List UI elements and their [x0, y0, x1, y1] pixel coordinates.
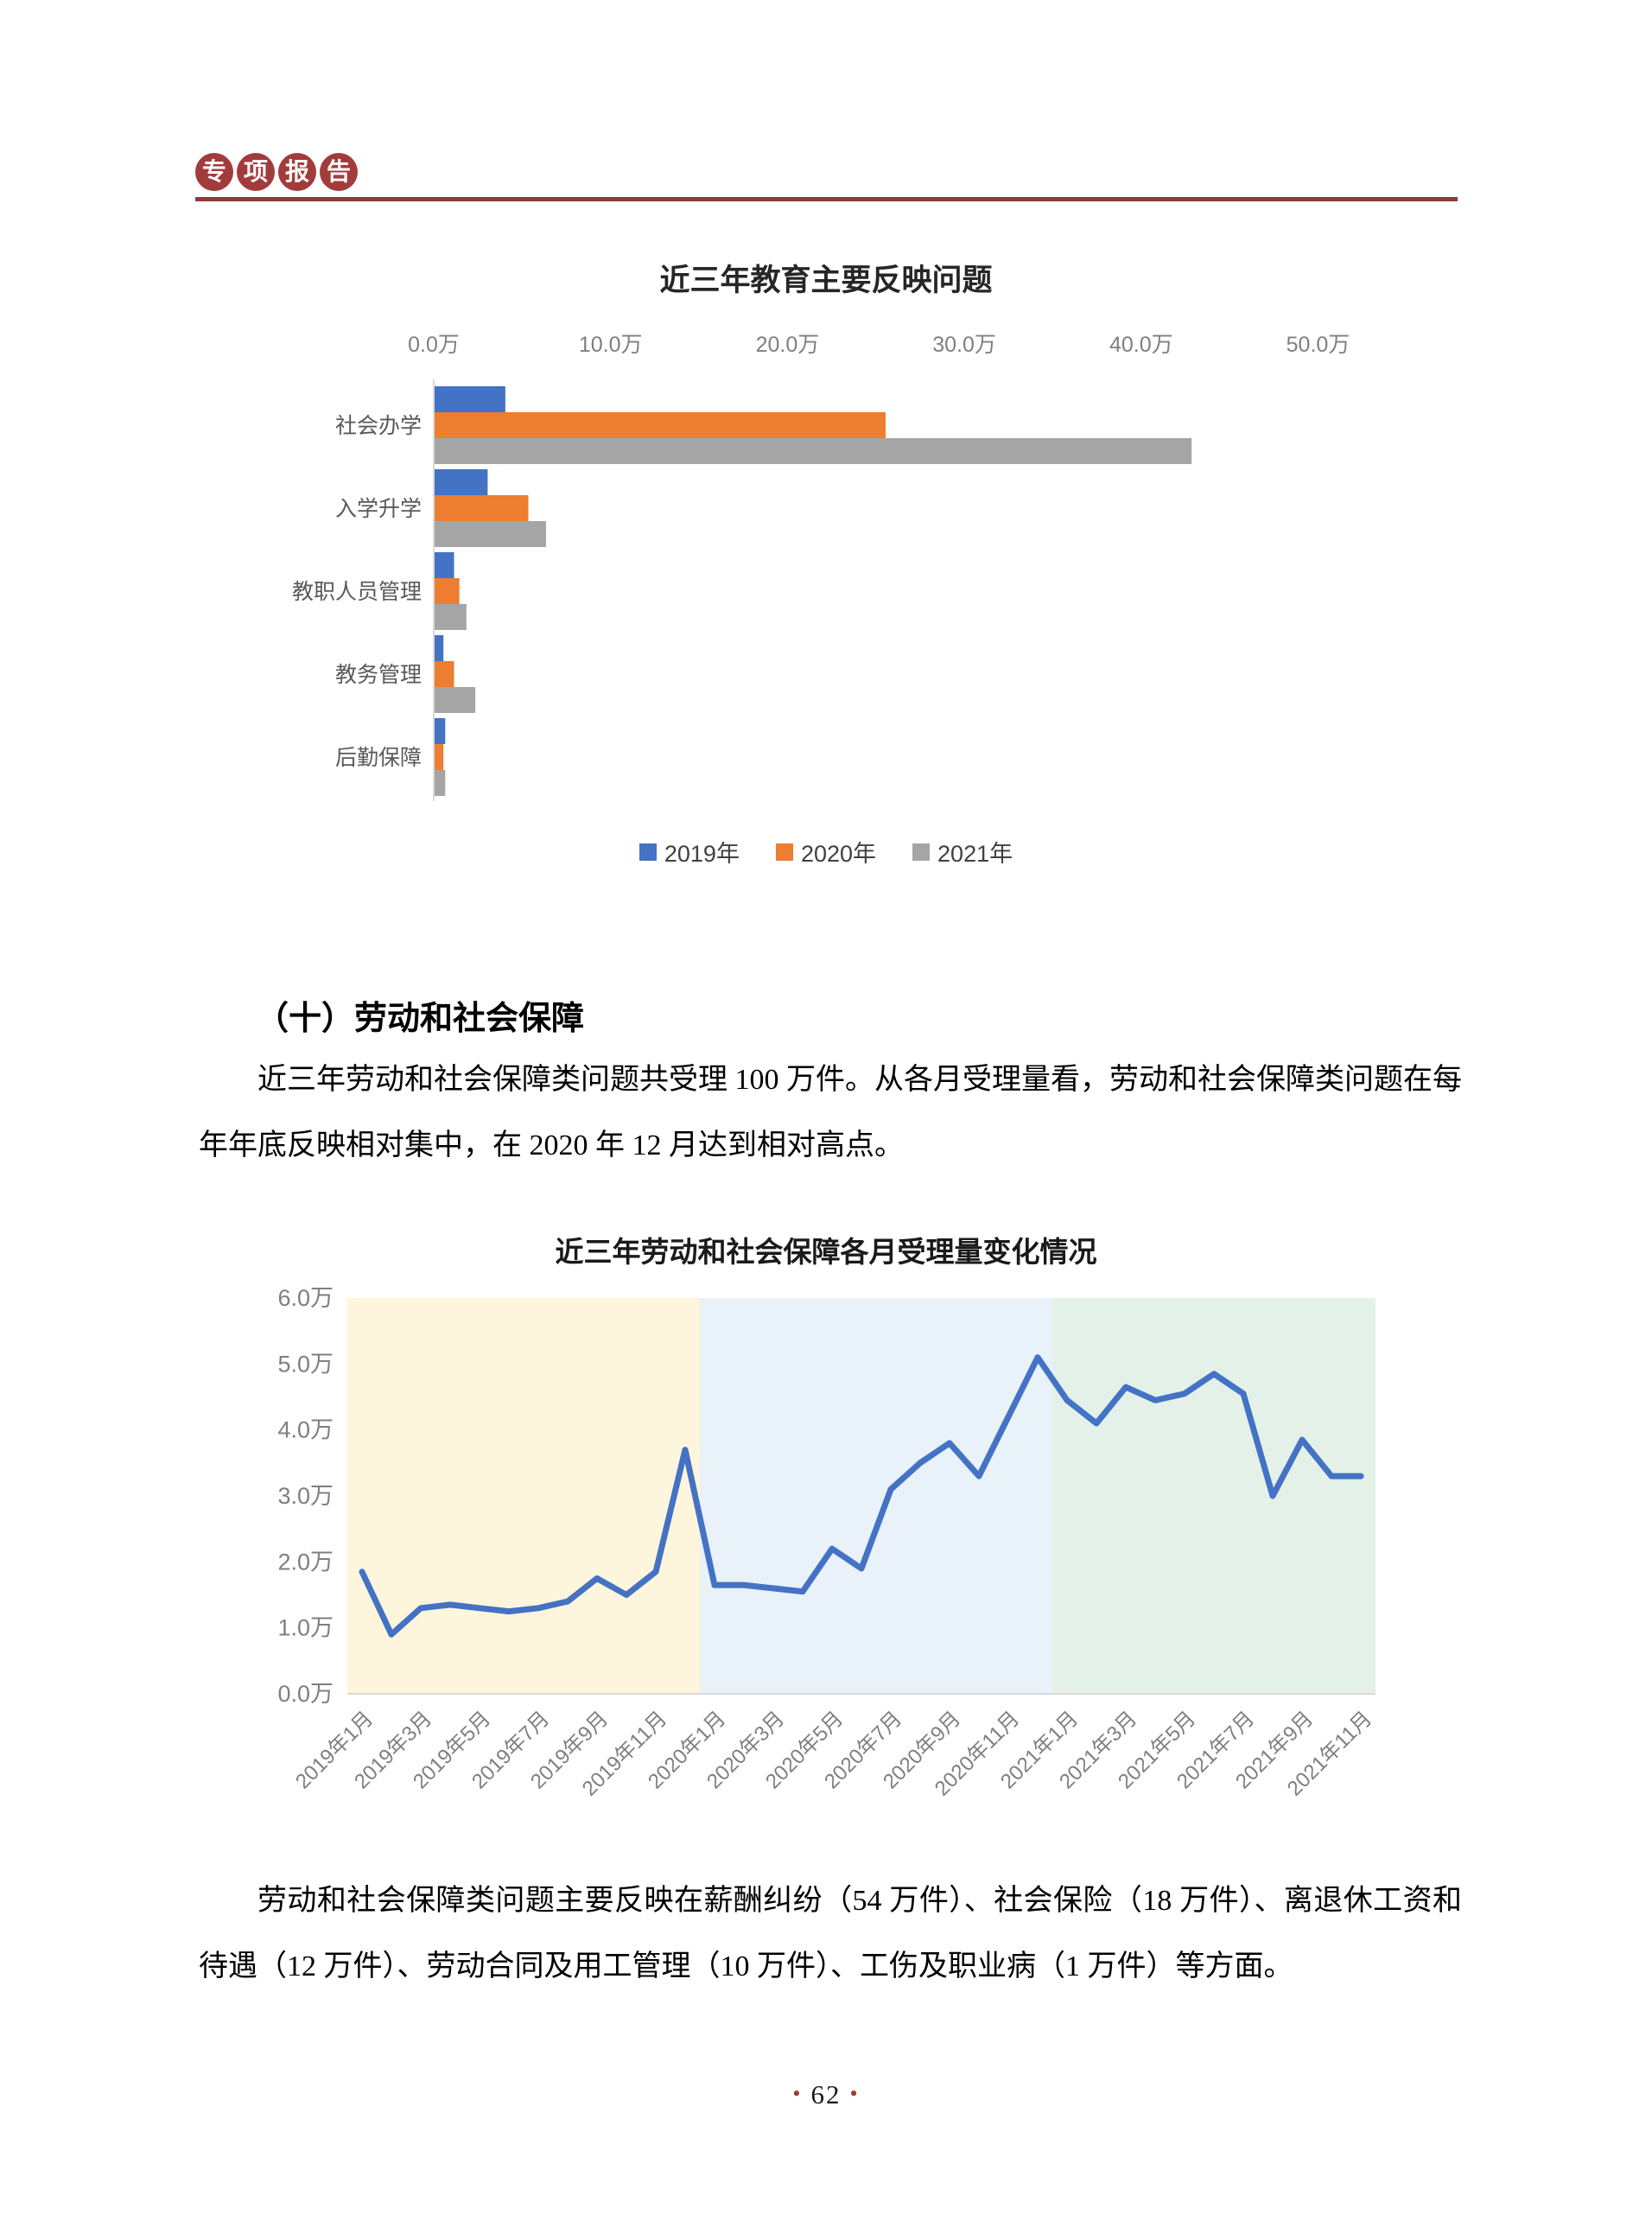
paragraph-intro: 近三年劳动和社会保障类问题共受理 100 万件。从各月受理量看，劳动和社会保障类… [199, 1064, 1462, 1161]
page-number: • 62 • [0, 2079, 1652, 2110]
header-badge-char: 报 [278, 153, 316, 191]
bar-2021年 [435, 604, 467, 630]
bar-x-tick-label: 10.0万 [579, 333, 643, 357]
line-y-tick-label: 5.0万 [277, 1351, 334, 1377]
education-bar-chart: 0.0万 10.0万 20.0万 30.0万 40.0万 50.0万社会办学入学升学教职人… [292, 333, 1350, 801]
legend-label: 2020年 [800, 841, 877, 867]
line-y-tick-label: 6.0万 [277, 1286, 334, 1311]
bar-x-tick-label: 50.0万 [1287, 333, 1350, 357]
page-number-dot-left: • [792, 2081, 803, 2106]
bar-x-tick-label: 0.0万 [408, 333, 460, 357]
line-chart-title: 近三年劳动和社会保障各月受理量变化情况 [555, 1236, 1097, 1268]
bar-x-tick-label: 30.0万 [932, 333, 996, 357]
bar-category-label: 社会办学 [335, 414, 422, 438]
section-heading: （十）劳动和社会保障 [256, 1001, 585, 1037]
bar-chart-legend: 2019年 2020年 2021年 [0, 835, 1652, 869]
bar-2020年 [435, 412, 886, 438]
header-badge-char: 项 [237, 153, 275, 191]
header-rule [195, 197, 1458, 201]
bar-x-tick-label: 20.0万 [756, 333, 820, 357]
bar-2019年 [435, 718, 446, 744]
line-y-tick-label: 0.0万 [277, 1681, 334, 1707]
bar-category-label: 教职人员管理 [292, 580, 422, 604]
bar-2019年 [435, 469, 488, 495]
bar-category-label: 后勤保障 [335, 746, 422, 770]
bar-2020年 [435, 578, 460, 604]
bar-category-label: 教务管理 [335, 663, 422, 687]
line-y-tick-label: 2.0万 [277, 1549, 334, 1575]
line-y-tick-label: 3.0万 [277, 1483, 334, 1509]
line-y-tick-label: 1.0万 [277, 1615, 334, 1641]
legend-swatch-icon [639, 843, 657, 861]
year-band-2020 [700, 1298, 1052, 1694]
line-y-tick-label: 4.0万 [277, 1417, 334, 1443]
legend-item-2021年: 2021年 [912, 835, 1013, 869]
legend-swatch-icon [775, 843, 793, 861]
paragraph-breakdown: 劳动和社会保障类问题主要反映在薪酬纠纷（54 万件）、社会保险（18 万件）、离… [199, 1885, 1462, 1982]
bar-2021年 [435, 438, 1192, 464]
legend-label: 2021年 [937, 841, 1013, 867]
bar-x-tick-label: 40.0万 [1109, 333, 1173, 357]
bar-2021年 [435, 521, 546, 547]
bar-chart-title: 近三年教育主要反映问题 [659, 264, 993, 297]
bar-2021年 [435, 770, 446, 796]
legend-swatch-icon [912, 843, 931, 861]
bar-2019年 [435, 386, 505, 412]
bar-2020年 [435, 661, 454, 687]
bar-2020年 [435, 495, 529, 521]
header-badge-char: 专 [195, 153, 233, 191]
bar-2020年 [435, 744, 444, 770]
bar-category-label: 入学升学 [335, 497, 422, 521]
year-band-2021 [1052, 1298, 1376, 1694]
bar-2019年 [435, 635, 444, 661]
header-badge: 专项报告 [195, 153, 358, 191]
bar-2019年 [435, 552, 454, 578]
labor-line-chart: 0.0万1.0万2.0万3.0万4.0万5.0万6.0万2019年1月2019年… [277, 1286, 1376, 1801]
legend-item-2020年: 2020年 [775, 835, 877, 869]
page-number-dot-right: • [849, 2081, 860, 2106]
page-number-value: 62 [810, 2079, 842, 2110]
legend-item-2019年: 2019年 [639, 835, 740, 869]
header-badge-char: 告 [320, 153, 358, 191]
bar-2021年 [435, 687, 476, 713]
legend-label: 2019年 [664, 841, 740, 867]
line-series [359, 1354, 1364, 1638]
year-band-2019 [347, 1298, 700, 1694]
